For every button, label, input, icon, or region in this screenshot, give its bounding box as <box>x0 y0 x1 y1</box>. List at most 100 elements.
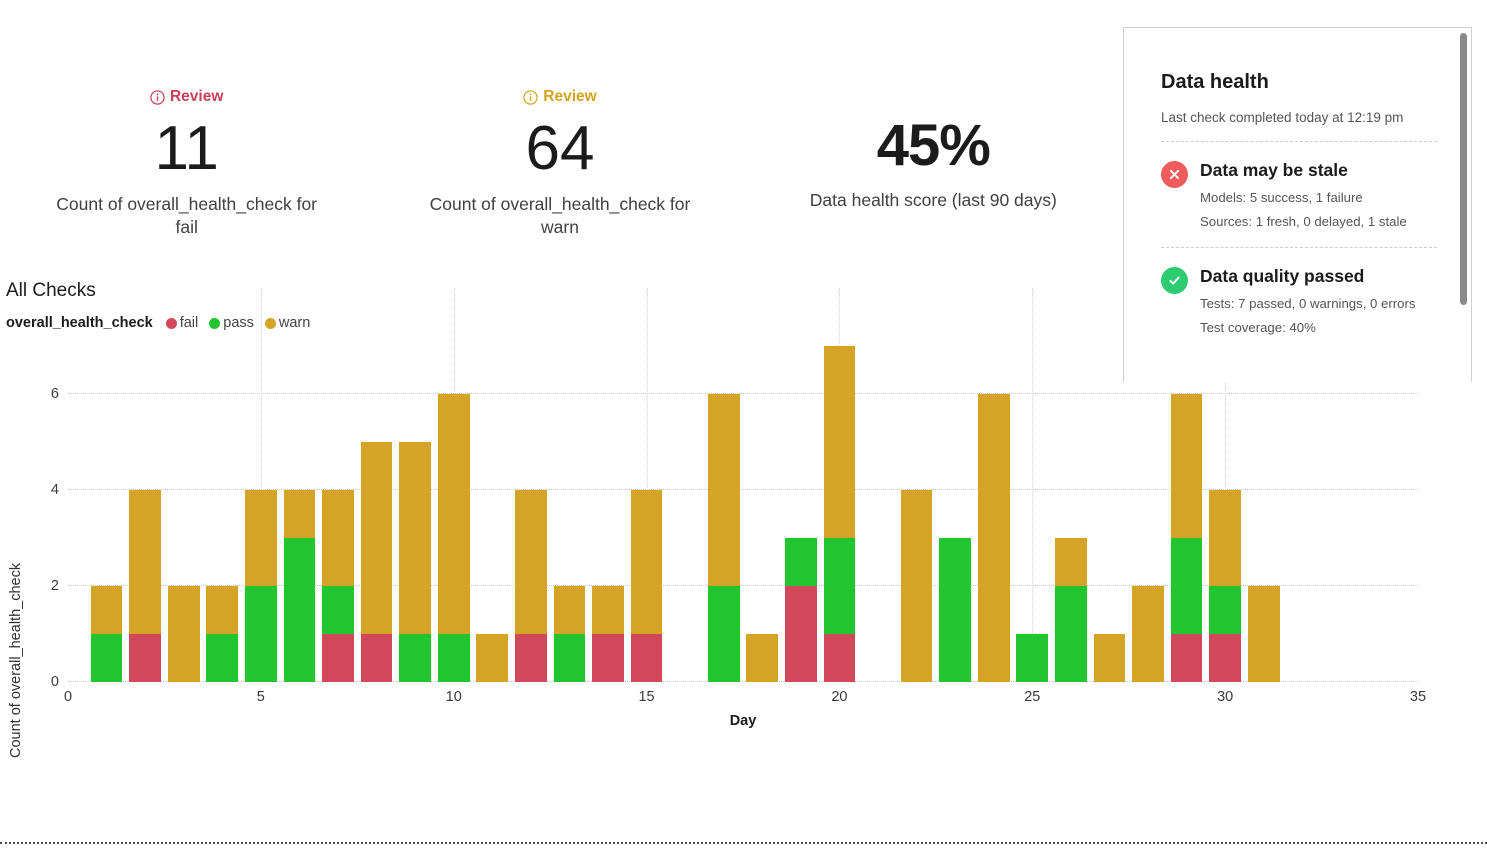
bar-segment-pass[interactable] <box>707 586 740 682</box>
bar-segment-pass[interactable] <box>1016 634 1049 682</box>
bar-segment-warn[interactable] <box>1209 490 1241 586</box>
kpi-row: Review 11 Count of overall_health_check … <box>0 86 1120 266</box>
bar-day-8[interactable] <box>360 442 393 682</box>
bar-segment-fail[interactable] <box>785 586 817 682</box>
review-badge-fail[interactable]: Review <box>150 86 223 108</box>
bar-segment-fail[interactable] <box>823 634 856 682</box>
bar-chart[interactable]: 0 2 4 6 0 5 10 15 20 25 30 35 Day <box>51 288 1426 729</box>
bar-segment-warn[interactable] <box>553 586 586 634</box>
kpi-value-fail: 11 <box>154 114 219 183</box>
bar-day-5[interactable] <box>245 490 277 682</box>
bar-segment-warn[interactable] <box>900 490 933 682</box>
bar-segment-warn[interactable] <box>592 586 624 634</box>
bar-segment-pass[interactable] <box>437 634 470 682</box>
bar-segment-warn[interactable] <box>1247 586 1280 682</box>
bar-day-4[interactable] <box>206 586 239 682</box>
bar-day-25[interactable] <box>1016 634 1049 682</box>
bar-segment-warn[interactable] <box>707 394 740 586</box>
bar-segment-pass[interactable] <box>1170 538 1203 634</box>
bar-segment-pass[interactable] <box>823 538 856 634</box>
bar-day-28[interactable] <box>1132 586 1164 682</box>
bar-segment-fail[interactable] <box>322 634 354 682</box>
bar-segment-warn[interactable] <box>515 490 547 634</box>
legend-item-warn[interactable]: warn <box>264 315 310 331</box>
bar-segment-warn[interactable] <box>977 394 1010 682</box>
chart-plot-area: Count of overall_health_check 0 2 4 6 0 5 10 15… <box>0 288 1487 758</box>
panel-scrollbar-track[interactable] <box>1460 28 1469 382</box>
bar-day-1[interactable] <box>90 586 123 682</box>
bar-day-29[interactable] <box>1170 394 1203 682</box>
bar-day-20[interactable] <box>823 346 856 682</box>
bar-segment-pass[interactable] <box>399 634 431 682</box>
bar-segment-pass[interactable] <box>245 586 277 682</box>
bar-segment-pass[interactable] <box>785 538 817 586</box>
bar-segment-warn[interactable] <box>746 634 779 682</box>
bar-day-13[interactable] <box>553 586 586 682</box>
bar-segment-warn[interactable] <box>167 586 200 682</box>
bar-segment-pass[interactable] <box>283 538 316 682</box>
bar-segment-pass[interactable] <box>206 634 239 682</box>
bar-day-22[interactable] <box>900 490 933 682</box>
bar-day-6[interactable] <box>283 490 316 682</box>
bar-segment-warn[interactable] <box>206 586 239 634</box>
bar-segment-warn[interactable] <box>1170 394 1203 538</box>
bar-day-30[interactable] <box>1209 490 1241 682</box>
bar-day-15[interactable] <box>630 490 663 682</box>
health-item-quality-line-2: Test coverage: 40% <box>1200 320 1316 335</box>
bar-segment-pass[interactable] <box>1055 586 1087 682</box>
bar-day-27[interactable] <box>1093 634 1126 682</box>
health-item-stale-line-2: Sources: 1 fresh, 0 delayed, 1 stale <box>1200 214 1407 229</box>
bar-segment-warn[interactable] <box>1055 538 1087 586</box>
bar-day-19[interactable] <box>785 538 817 682</box>
bar-segment-warn[interactable] <box>360 442 393 634</box>
bar-segment-warn[interactable] <box>823 346 856 538</box>
bar-segment-warn[interactable] <box>90 586 123 634</box>
panel-scrollbar-thumb[interactable] <box>1460 33 1467 305</box>
x-gridline <box>1225 288 1227 682</box>
bar-day-17[interactable] <box>707 394 740 682</box>
bar-day-12[interactable] <box>515 490 547 682</box>
legend-item-pass[interactable]: pass <box>209 315 254 331</box>
bar-day-10[interactable] <box>437 394 470 682</box>
bar-day-7[interactable] <box>322 490 354 682</box>
legend-item-fail[interactable]: fail <box>165 315 198 331</box>
bar-day-31[interactable] <box>1247 586 1280 682</box>
bar-segment-warn[interactable] <box>399 442 431 634</box>
bar-segment-warn[interactable] <box>245 490 277 586</box>
bar-segment-fail[interactable] <box>360 634 393 682</box>
bar-segment-warn[interactable] <box>630 490 663 634</box>
bar-segment-warn[interactable] <box>129 490 161 634</box>
bar-segment-pass[interactable] <box>90 634 123 682</box>
bar-day-9[interactable] <box>399 442 431 682</box>
review-badge-warn[interactable]: Review <box>523 86 597 108</box>
health-item-quality[interactable]: Data quality passed Tests: 7 passed, 0 w… <box>1161 266 1437 335</box>
bar-day-24[interactable] <box>977 394 1010 682</box>
bar-segment-pass[interactable] <box>322 586 354 634</box>
bar-day-26[interactable] <box>1055 538 1087 682</box>
bar-segment-fail[interactable] <box>630 634 663 682</box>
bar-segment-warn[interactable] <box>476 634 509 682</box>
panel-title: Data health <box>1161 71 1269 93</box>
kpi-value-score: 45% <box>876 113 991 178</box>
bar-segment-fail[interactable] <box>129 634 161 682</box>
bar-day-2[interactable] <box>129 490 161 682</box>
bar-segment-fail[interactable] <box>1170 634 1203 682</box>
bar-segment-fail[interactable] <box>515 634 547 682</box>
health-item-stale[interactable]: Data may be stale Models: 5 success, 1 f… <box>1161 160 1437 229</box>
bar-day-14[interactable] <box>592 586 624 682</box>
bar-segment-warn[interactable] <box>437 394 470 634</box>
bar-segment-pass[interactable] <box>553 634 586 682</box>
bar-day-23[interactable] <box>939 538 971 682</box>
bar-segment-warn[interactable] <box>322 490 354 586</box>
bar-segment-warn[interactable] <box>1132 586 1164 682</box>
bar-segment-warn[interactable] <box>1093 634 1126 682</box>
bar-segment-pass[interactable] <box>1209 586 1241 634</box>
bar-day-3[interactable] <box>167 586 200 682</box>
bar-day-18[interactable] <box>746 634 779 682</box>
bar-segment-warn[interactable] <box>283 490 316 538</box>
bar-day-11[interactable] <box>476 634 509 682</box>
bar-segment-fail[interactable] <box>1209 634 1241 682</box>
bar-segment-fail[interactable] <box>592 634 624 682</box>
bar-segment-pass[interactable] <box>939 538 971 682</box>
